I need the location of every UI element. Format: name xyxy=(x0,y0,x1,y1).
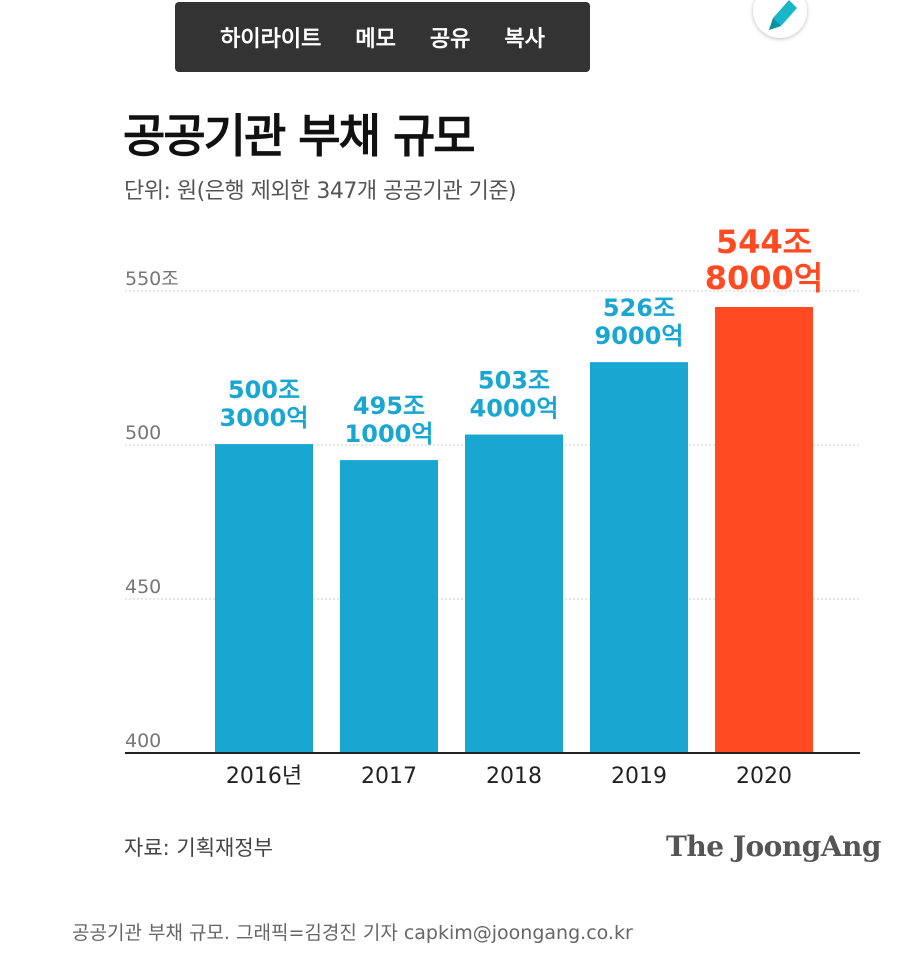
data-label: 9000억 xyxy=(595,322,684,350)
data-label: 495조 xyxy=(353,392,425,420)
x-tick-label: 2018 xyxy=(486,764,542,789)
y-tick-label: 550조 xyxy=(125,268,179,290)
copy-button[interactable]: 복사 xyxy=(504,27,545,52)
bar xyxy=(340,460,438,753)
data-label: 500조 xyxy=(228,376,300,404)
pen-icon xyxy=(769,0,797,30)
share-button[interactable]: 공유 xyxy=(429,27,471,52)
bar xyxy=(465,434,563,753)
selection-toolbar: 하이라이트 메모 공유 복사 xyxy=(175,2,590,72)
data-label: 3000억 xyxy=(220,404,309,432)
data-label: 1000억 xyxy=(345,420,434,448)
data-label: 544조 xyxy=(716,223,812,261)
chart-subtitle: 단위: 원(은행 제외한 347개 공공기관 기준) xyxy=(124,179,517,204)
pen-button[interactable] xyxy=(753,0,807,38)
bar xyxy=(215,444,313,753)
chart-title: 공공기관 부채 규모 xyxy=(123,109,476,163)
y-tick-label: 500 xyxy=(125,422,161,444)
x-tick-label: 2019 xyxy=(611,764,667,789)
data-label: 526조 xyxy=(603,294,675,322)
bar xyxy=(590,362,688,753)
highlight-button[interactable]: 하이라이트 xyxy=(220,27,322,52)
image-caption: 공공기관 부채 규모. 그래픽=김경진 기자 capkim@joongang.c… xyxy=(72,922,633,944)
data-label: 8000억 xyxy=(705,259,824,297)
data-label: 503조 xyxy=(478,367,550,395)
data-label: 4000억 xyxy=(470,395,559,423)
source-label: 자료: 기획재정부 xyxy=(124,836,273,860)
bar xyxy=(715,307,813,753)
memo-button[interactable]: 메모 xyxy=(355,27,396,52)
x-tick-label: 2020 xyxy=(736,764,792,789)
y-tick-label: 400 xyxy=(125,730,161,752)
x-tick-label: 2017 xyxy=(361,764,417,789)
brand-logo: The JoongAng xyxy=(666,830,881,863)
x-tick-label: 2016년 xyxy=(226,764,302,789)
y-tick-label: 450 xyxy=(125,576,161,598)
